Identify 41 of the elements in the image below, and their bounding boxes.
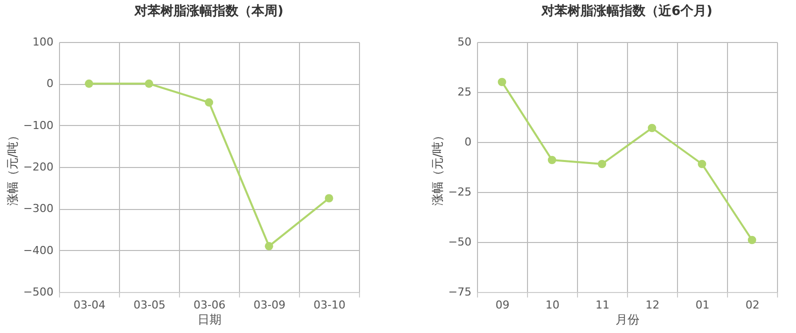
point [84, 79, 94, 88]
point [648, 124, 656, 132]
y-tick-label: −75 [448, 286, 472, 298]
y-axis-title: 涨幅（元/吨） [430, 129, 444, 206]
point [498, 78, 506, 86]
point [548, 156, 556, 164]
y-tick-label: 50 [458, 36, 472, 48]
y-tick-label: 0 [46, 77, 54, 90]
point [264, 242, 274, 250]
y-axis-title: 涨幅（元/吨） [5, 129, 20, 206]
point [324, 194, 334, 202]
y-tick-label: 0 [464, 136, 472, 148]
x-tick-label: 03-05 [134, 298, 166, 312]
point [204, 98, 214, 107]
x-tick-label: 12 [646, 298, 660, 312]
x-tick-label: 02 [746, 298, 760, 312]
x-tick-label: 09 [496, 298, 510, 312]
chart-title: 对苯树脂涨幅指数（本周) [134, 4, 284, 19]
y-tick-label: −100 [23, 118, 54, 132]
y-tick-label: −25 [448, 186, 472, 198]
x-tick-label: 03-10 [314, 298, 346, 312]
x-tick-label: 03-06 [194, 298, 226, 312]
point [748, 236, 756, 244]
y-tick-label: −200 [23, 160, 54, 174]
y-tick-label: 100 [32, 36, 54, 48]
point [598, 160, 606, 168]
x-tick-label: 01 [696, 298, 710, 312]
x-axis-title: 月份 [616, 312, 640, 326]
y-tick-label: −400 [23, 244, 54, 257]
x-tick-label: 03-09 [254, 298, 286, 312]
y-tick-label: −50 [448, 236, 472, 248]
y-tick-label: −500 [23, 286, 54, 298]
x-tick-label: 03-04 [74, 298, 106, 312]
x-tick-label: 10 [546, 298, 560, 312]
x-tick-label: 11 [596, 298, 610, 312]
point [698, 160, 706, 168]
chart-title: 对苯树脂涨幅指数（近6个月) [540, 3, 712, 19]
point [144, 79, 154, 88]
y-tick-label: 25 [458, 86, 472, 98]
y-tick-label: −300 [23, 202, 54, 216]
x-axis-title: 日期 [198, 312, 222, 326]
